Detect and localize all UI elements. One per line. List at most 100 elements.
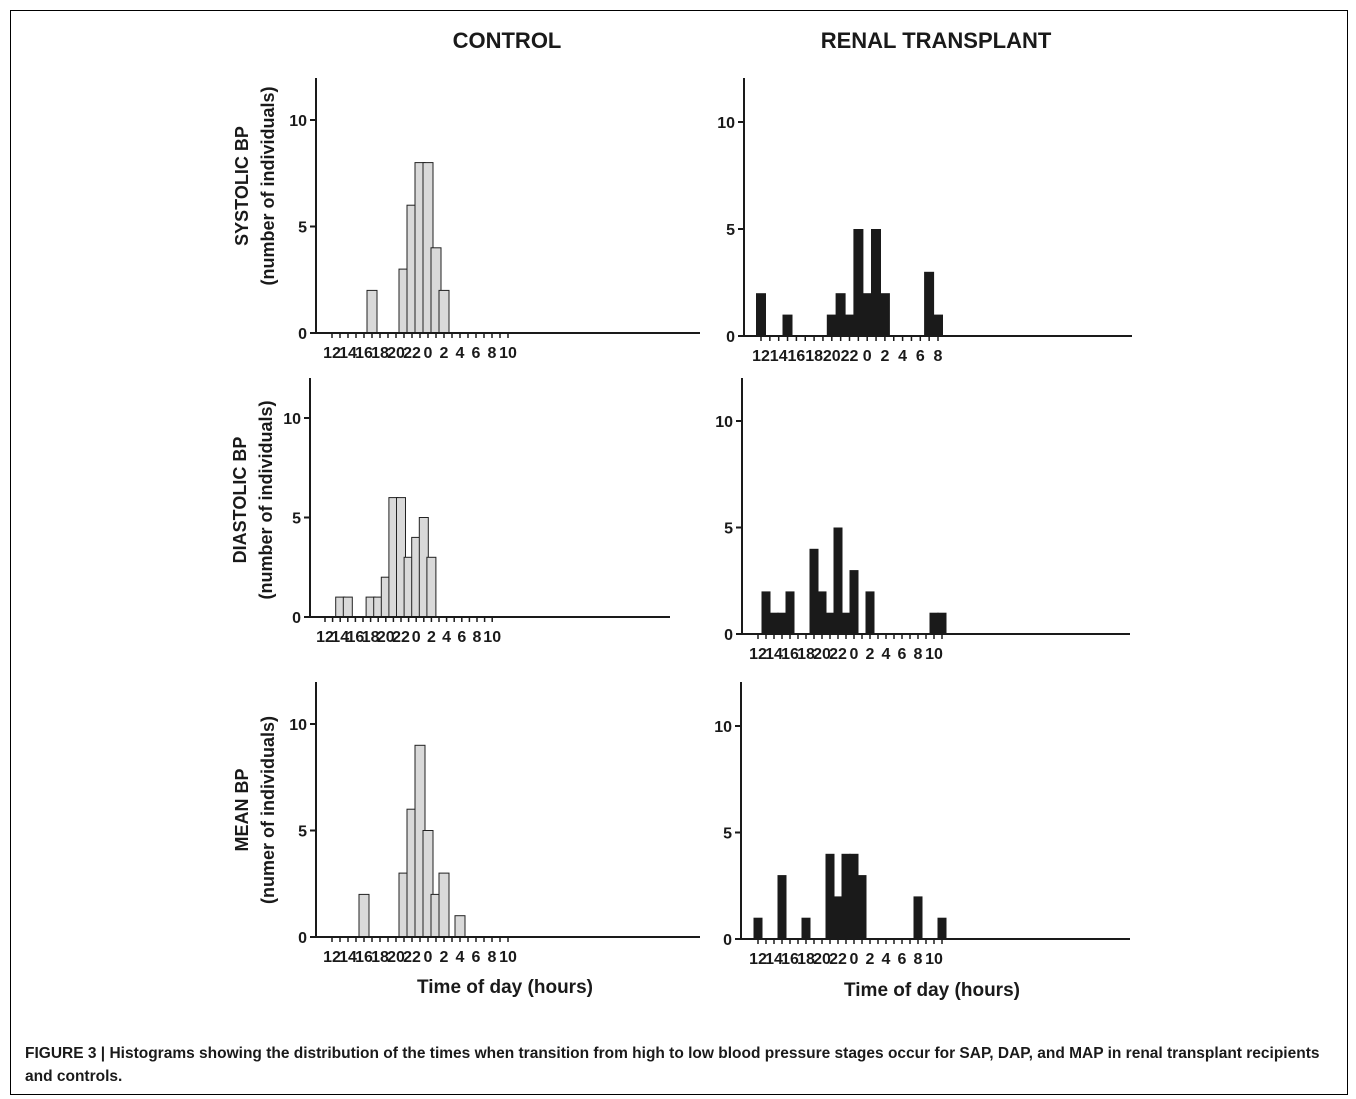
x-tick-label: 18	[805, 348, 823, 365]
bar	[426, 556, 437, 618]
x-tick-label: 12	[323, 949, 341, 966]
row-title-mean: MEAN BP (numer of individuals)	[232, 716, 278, 904]
y-tick-label: 0	[298, 930, 307, 947]
x-tick-label: 6	[472, 949, 481, 966]
x-tick-label: 18	[797, 951, 815, 968]
x-tick-label: 4	[882, 646, 891, 663]
x-tick-label: 6	[898, 951, 907, 968]
bar	[879, 293, 890, 336]
row-subtitle: (numer of individuals)	[258, 716, 278, 904]
bar	[438, 289, 450, 334]
x-tick-label: 20	[387, 949, 405, 966]
bar	[913, 896, 923, 939]
bar	[933, 314, 943, 336]
caption-label: FIGURE 3 |	[25, 1045, 106, 1062]
x-tick-label: 12	[749, 646, 767, 663]
bar	[342, 596, 353, 618]
x-tick-label: 2	[866, 646, 875, 663]
x-tick-label: 18	[371, 949, 389, 966]
bar	[777, 612, 787, 634]
x-tick-label: 20	[813, 951, 831, 968]
x-tick-label: 0	[424, 949, 433, 966]
x-tick-label: 8	[488, 345, 497, 362]
x-tick-label: 14	[765, 951, 783, 968]
row-title-systolic: SYSTOLIC BP (number of individuals)	[232, 86, 278, 285]
x-tick-label: 0	[863, 348, 872, 365]
x-axis-label-control: Time of day (hours)	[417, 977, 593, 998]
x-tick-label: 2	[427, 629, 436, 646]
figure-panels: CONTROL RENAL TRANSPLANT SYSTOLIC BP (nu…	[230, 28, 1132, 1001]
x-tick-label: 12	[749, 951, 767, 968]
x-tick-label: 6	[472, 345, 481, 362]
x-tick-label: 0	[412, 629, 421, 646]
bar	[777, 875, 787, 939]
x-tick-label: 8	[934, 348, 943, 365]
x-tick-label: 16	[781, 646, 799, 663]
y-tick-label: 10	[714, 719, 732, 736]
x-tick-label: 4	[882, 951, 891, 968]
column-title-control: CONTROL	[453, 28, 562, 53]
bar	[438, 872, 450, 938]
x-tick-label: 10	[925, 951, 943, 968]
bar	[753, 917, 763, 939]
bar	[769, 612, 779, 634]
bar	[853, 229, 864, 336]
bar	[849, 853, 859, 939]
x-tick-label: 0	[850, 646, 859, 663]
row-subtitle: (number of individuals)	[258, 86, 278, 285]
y-tick-label: 5	[726, 222, 735, 239]
x-tick-label: 10	[925, 646, 943, 663]
bar	[841, 612, 851, 634]
y-tick-label: 10	[289, 113, 307, 130]
x-tick-label: 14	[339, 949, 357, 966]
y-tick-label: 0	[726, 329, 735, 346]
bar	[825, 853, 835, 939]
bar	[835, 293, 846, 336]
x-tick-label: 16	[347, 629, 365, 646]
x-tick-label: 10	[499, 345, 517, 362]
x-tick-label: 22	[403, 345, 421, 362]
x-tick-label: 20	[377, 629, 395, 646]
y-tick-label: 5	[298, 824, 307, 841]
x-tick-label: 10	[483, 629, 501, 646]
x-tick-label: 8	[488, 949, 497, 966]
bar	[833, 527, 843, 634]
x-tick-label: 14	[765, 646, 783, 663]
x-tick-label: 22	[841, 348, 859, 365]
x-tick-label: 20	[813, 646, 831, 663]
x-tick-label: 22	[392, 629, 410, 646]
x-tick-label: 2	[866, 951, 875, 968]
bar	[865, 591, 875, 634]
y-tick-label: 10	[283, 411, 301, 428]
bar	[756, 293, 766, 336]
x-axis-label-transplant: Time of day (hours)	[844, 980, 1020, 1001]
row-title: MEAN BP	[232, 768, 252, 851]
x-tick-label: 12	[316, 629, 334, 646]
x-tick-label: 2	[440, 345, 449, 362]
x-tick-label: 22	[829, 646, 847, 663]
bar	[924, 271, 935, 336]
x-tick-label: 14	[770, 348, 788, 365]
row-subtitle: (number of individuals)	[256, 400, 276, 599]
y-tick-label: 10	[715, 414, 733, 431]
x-tick-label: 16	[781, 951, 799, 968]
row-title: SYSTOLIC BP	[232, 126, 252, 246]
x-tick-label: 12	[323, 345, 341, 362]
x-tick-label: 4	[898, 348, 907, 365]
x-tick-label: 20	[387, 345, 405, 362]
x-tick-label: 12	[752, 348, 770, 365]
bar	[801, 917, 811, 939]
bar	[937, 612, 947, 634]
y-tick-label: 0	[723, 932, 732, 949]
x-tick-label: 10	[499, 949, 517, 966]
x-tick-label: 14	[331, 629, 349, 646]
bar	[862, 293, 873, 336]
x-tick-label: 22	[829, 951, 847, 968]
bar	[833, 896, 843, 939]
bar	[454, 915, 466, 938]
x-tick-label: 8	[914, 951, 923, 968]
row-title: DIASTOLIC BP	[230, 437, 250, 564]
